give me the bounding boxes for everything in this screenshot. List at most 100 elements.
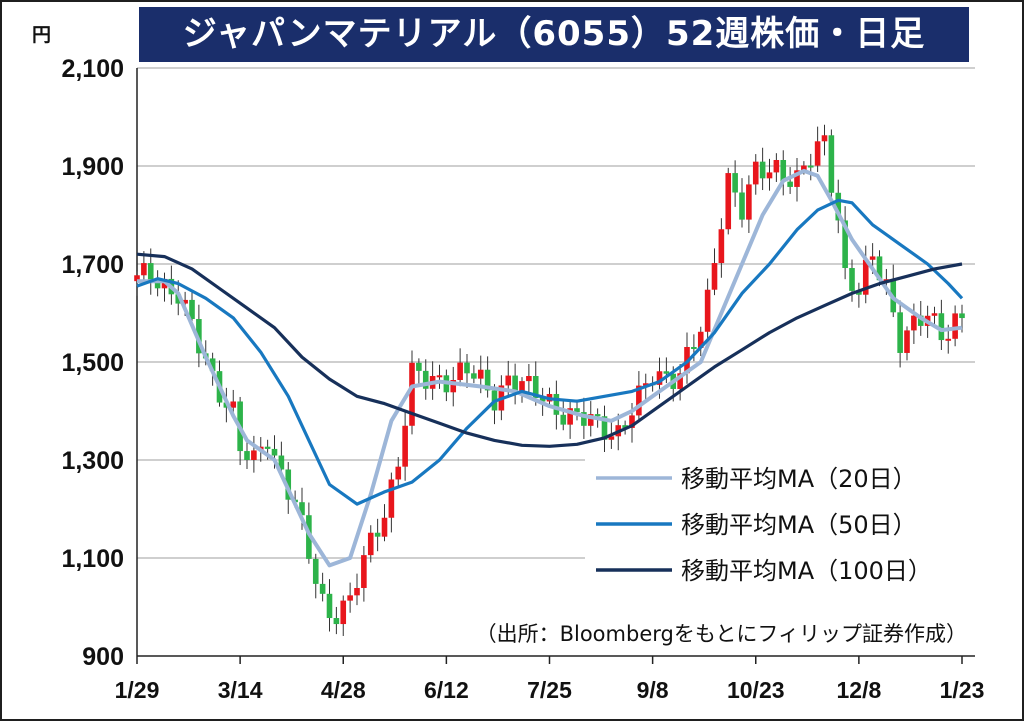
candle-body [821, 135, 828, 142]
candle-body [251, 450, 257, 460]
candle-body [622, 425, 628, 428]
candle-body [505, 375, 512, 386]
candle-body [952, 313, 958, 339]
moving-average-lines [136, 168, 964, 568]
y-tick-label: 2,100 [61, 55, 124, 83]
candle-body [945, 338, 952, 341]
y-tick-label: 900 [82, 643, 124, 671]
candle-body [959, 313, 965, 319]
candle-body [759, 161, 766, 179]
candle-body [182, 299, 188, 304]
legend-label: 移動平均MA（100日） [681, 557, 932, 585]
candle-body [856, 290, 862, 295]
candle-body [629, 415, 635, 428]
candle-body [278, 455, 285, 470]
chart-title: ジャパンマテリアル（6055）52週株価・日足 [139, 7, 969, 62]
candle-body [450, 380, 457, 393]
candle-body [457, 362, 463, 381]
candle-body [732, 173, 738, 193]
candle-body [746, 184, 752, 220]
y-tick-label: 1,500 [61, 349, 124, 377]
candle-body [869, 256, 876, 260]
candle-body [464, 362, 470, 374]
candle-body [402, 425, 408, 467]
candle-body [897, 312, 903, 353]
candle-body [312, 558, 319, 584]
candle-body [395, 466, 402, 480]
candle-body [333, 618, 340, 625]
candle-body [354, 587, 360, 596]
candle-body [299, 502, 305, 516]
candle-body [656, 371, 663, 385]
candle-body [787, 181, 793, 187]
candle-body [594, 414, 601, 417]
candle-body [175, 294, 182, 304]
candle-body [230, 401, 237, 408]
legend: 移動平均MA（20日） 移動平均MA（50日） 移動平均MA（100日） [585, 452, 975, 592]
x-tick-label: 1/23 [940, 677, 985, 703]
y-tick-label: 1,300 [61, 447, 124, 475]
x-tick-label: 9/8 [637, 677, 669, 703]
ma-line-1 [136, 198, 964, 506]
candle-body [436, 375, 443, 378]
candle-body [271, 448, 278, 456]
candle-body [697, 331, 704, 348]
candle-body [608, 436, 615, 440]
candle-body [663, 371, 670, 374]
ma-line-2 [136, 252, 963, 448]
candle-body [752, 161, 759, 185]
candle-body [587, 414, 594, 426]
candle-body [807, 165, 814, 168]
candle-body [381, 517, 388, 537]
candle-body [189, 299, 195, 320]
candle-body [931, 313, 938, 316]
candle-body [862, 259, 869, 295]
candle-body [209, 358, 216, 372]
axes [136, 68, 975, 657]
candle-body [780, 160, 787, 182]
candle-body [725, 173, 732, 230]
candle-body [842, 220, 848, 269]
candle-body [326, 593, 333, 619]
candle-body [876, 256, 883, 281]
candle-body [141, 263, 147, 276]
y-tick-label: 1,900 [61, 153, 124, 181]
candle-body [814, 141, 821, 166]
candle-body [553, 393, 560, 415]
candle-body [147, 263, 154, 281]
candle-body [347, 595, 353, 601]
candle-body [560, 414, 567, 425]
candle-body [766, 172, 773, 179]
candle-body [285, 469, 292, 500]
x-axis-ticks: 1/29 3/14 4/28 6/12 7/25 9/8 10/23 12/8 1/23 [115, 656, 985, 703]
candle-body [911, 315, 917, 331]
candle-body [691, 346, 697, 349]
candle-body [636, 385, 642, 416]
candle-body [154, 280, 161, 289]
y-axis-unit: 円 [32, 24, 52, 46]
x-tick-label: 3/14 [218, 677, 263, 703]
candle-body [711, 263, 718, 290]
x-tick-label: 1/29 [115, 677, 160, 703]
candle-body [773, 160, 780, 173]
candle-body [512, 375, 518, 393]
x-tick-label: 7/25 [527, 677, 572, 703]
ma-line-0 [137, 168, 963, 568]
source-note: （出所：Bloombergをもとにフィリップ証券作成） [476, 622, 967, 646]
candle-body [581, 412, 587, 426]
candle-body [539, 397, 546, 402]
candle-body [704, 289, 711, 332]
candle-body [361, 555, 367, 588]
x-tick-label: 4/28 [321, 677, 366, 703]
candle-body [917, 315, 924, 326]
legend-label: 移動平均MA（50日） [681, 511, 917, 539]
candle-body [938, 313, 945, 341]
candle-body [367, 532, 374, 556]
candle-body [849, 268, 855, 291]
candle-body [416, 362, 422, 371]
candle-body [519, 381, 525, 393]
candle-body [642, 383, 649, 386]
candle-body [244, 451, 250, 460]
